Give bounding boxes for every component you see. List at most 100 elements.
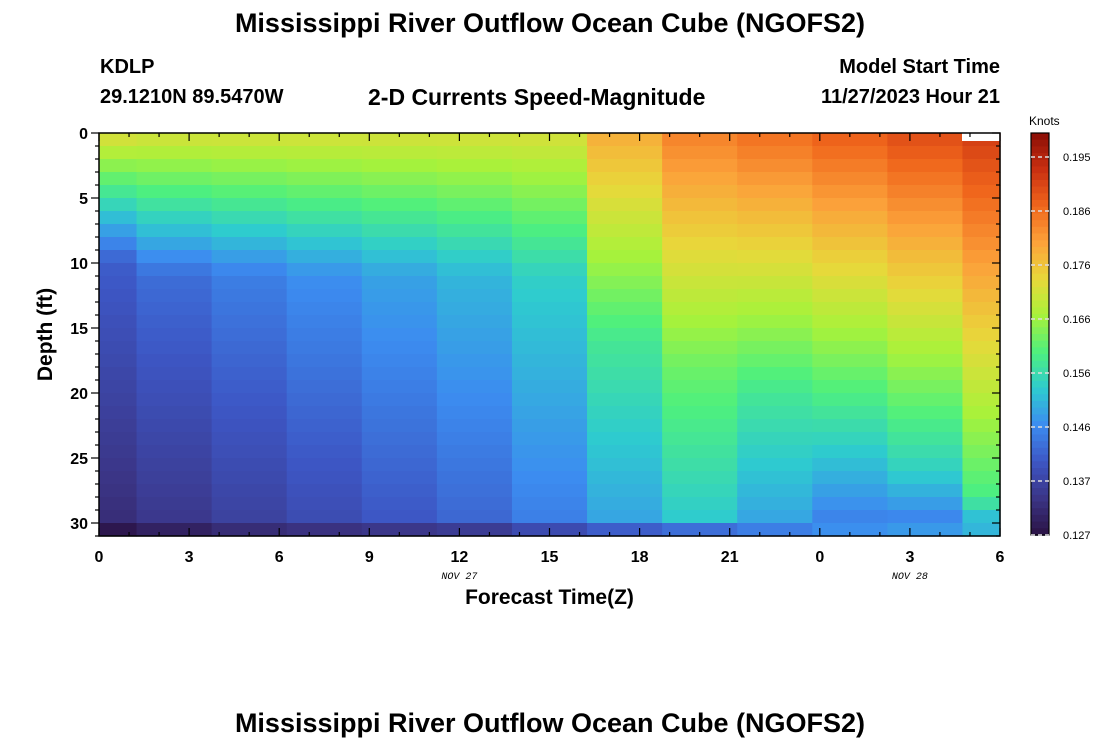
heatmap-cell xyxy=(136,211,213,225)
heatmap-cell xyxy=(812,471,888,485)
heatmap-cell xyxy=(887,146,964,160)
colorbar-title: Knots xyxy=(1029,114,1060,128)
colorbar-segment xyxy=(1031,494,1049,503)
y-axis-title: Depth (ft) xyxy=(34,288,57,381)
heatmap-cell xyxy=(887,458,964,472)
heatmap-cell xyxy=(962,276,1001,290)
heatmap-cell xyxy=(812,523,888,537)
heatmap-cell xyxy=(361,289,438,303)
heatmap-cell xyxy=(286,211,363,225)
heatmap-cell xyxy=(286,224,363,238)
heatmap-cell xyxy=(286,341,363,355)
heatmap-cell xyxy=(211,315,288,329)
heatmap-cell xyxy=(99,445,138,459)
heatmap-cell xyxy=(662,406,738,420)
colorbar-tick-label: 0.127 xyxy=(1063,530,1091,542)
heatmap-cell xyxy=(812,198,888,212)
heatmap-cell xyxy=(286,393,363,407)
heatmap-cell xyxy=(511,458,588,472)
heatmap-cell xyxy=(962,510,1001,524)
heatmap-cell xyxy=(737,263,813,277)
colorbar-segment xyxy=(1031,481,1049,489)
heatmap-cell xyxy=(812,237,888,251)
heatmap-cell xyxy=(286,159,363,173)
colorbar-tick-label: 0.186 xyxy=(1063,206,1091,218)
heatmap-cell xyxy=(662,133,738,147)
heatmap-cell xyxy=(887,315,964,329)
colorbar-segment xyxy=(1031,200,1049,208)
heatmap-cell xyxy=(662,237,738,251)
heatmap-cell xyxy=(737,224,813,238)
heatmap-cell xyxy=(737,159,813,173)
heatmap-cell xyxy=(812,172,888,186)
heatmap-cell xyxy=(99,354,138,368)
heatmap-cell xyxy=(436,315,513,329)
heatmap-cell xyxy=(436,484,513,498)
heatmap-cell xyxy=(511,198,588,212)
colorbar-tick-label: 0.137 xyxy=(1063,476,1091,488)
heatmap-cell xyxy=(211,497,288,511)
heatmap-cell xyxy=(587,211,663,225)
heatmap-cell xyxy=(511,471,588,485)
heatmap-cell xyxy=(962,237,1001,251)
heatmap-cell xyxy=(737,198,813,212)
heatmap-cell xyxy=(887,393,964,407)
heatmap-cell xyxy=(737,510,813,524)
heatmap-cell xyxy=(136,146,213,160)
heatmap-cell xyxy=(99,510,138,524)
heatmap-cell xyxy=(587,406,663,420)
heatmap-cell xyxy=(436,276,513,290)
heatmap-cell xyxy=(662,146,738,160)
colorbar-segment xyxy=(1031,514,1049,523)
heatmap-cell xyxy=(587,380,663,394)
heatmap-cell xyxy=(962,445,1001,459)
colorbar-segment xyxy=(1031,380,1049,389)
heatmap-cell xyxy=(136,523,213,537)
heatmap-cell xyxy=(99,497,138,511)
heatmap-cell xyxy=(737,484,813,498)
heatmap-cell xyxy=(436,250,513,264)
heatmap-cell xyxy=(99,172,138,186)
heatmap-cell xyxy=(662,484,738,498)
heatmap-cell xyxy=(662,367,738,381)
heatmap-cell xyxy=(136,263,213,277)
heatmap-cell xyxy=(99,276,138,290)
heatmap-cell xyxy=(211,393,288,407)
heatmap-cell xyxy=(511,497,588,511)
heatmap-cell xyxy=(361,237,438,251)
heatmap-cell xyxy=(812,484,888,498)
heatmap-cell xyxy=(962,367,1001,381)
heatmap-cell xyxy=(361,328,438,342)
x-tick-label: 6 xyxy=(996,549,1005,566)
heatmap-cell xyxy=(286,263,363,277)
heatmap-cell xyxy=(812,211,888,225)
heatmap-cell xyxy=(511,328,588,342)
heatmap-cell xyxy=(136,159,213,173)
heatmap-cell xyxy=(361,341,438,355)
heatmap-cell xyxy=(662,276,738,290)
heatmap-cell xyxy=(286,380,363,394)
heatmap-cell xyxy=(99,198,138,212)
heatmap-cell xyxy=(887,445,964,459)
heatmap-cell xyxy=(211,471,288,485)
heatmap-cell xyxy=(587,224,663,238)
heatmap-cell xyxy=(587,484,663,498)
heatmap-cell xyxy=(587,198,663,212)
y-tick-label: 0 xyxy=(79,126,88,143)
heatmap-cell xyxy=(587,328,663,342)
heatmap-cell xyxy=(211,159,288,173)
heatmap-cell xyxy=(361,198,438,212)
heatmap-cell xyxy=(737,406,813,420)
heatmap-cell xyxy=(136,406,213,420)
heatmap-cell xyxy=(211,198,288,212)
heatmap-cell xyxy=(962,302,1001,316)
heatmap-cell xyxy=(211,185,288,199)
heatmap-cell xyxy=(211,367,288,381)
colorbar-segment xyxy=(1031,133,1049,141)
heatmap-cell xyxy=(286,367,363,381)
heatmap-cell xyxy=(737,302,813,316)
heatmap-cell xyxy=(587,302,663,316)
heatmap-cell xyxy=(361,302,438,316)
colorbar-segment xyxy=(1031,468,1049,476)
model-start-label: Model Start Time xyxy=(839,56,1000,78)
